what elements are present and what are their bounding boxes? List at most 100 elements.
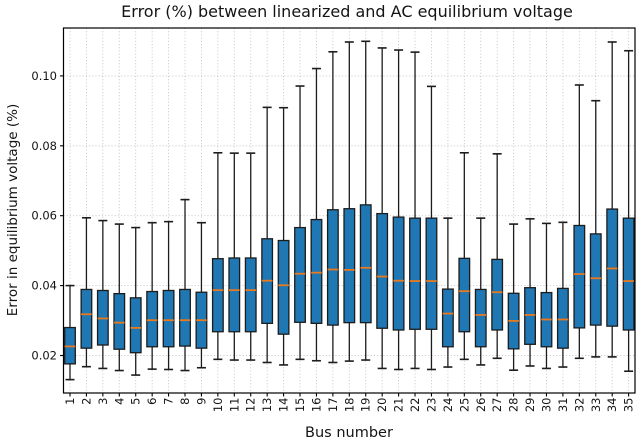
box-bus-26 [474, 217, 487, 366]
x-tick-label: 8 [178, 398, 192, 405]
x-tick-label: 35 [622, 398, 636, 413]
box-bus-30 [540, 222, 553, 370]
box-bus-14 [277, 106, 290, 366]
box-bus-9 [195, 221, 208, 369]
iqr-box [244, 257, 257, 333]
iqr-box [474, 288, 487, 348]
x-tick-label: 29 [523, 398, 537, 413]
axes [60, 27, 636, 397]
box-bus-7 [162, 220, 175, 371]
box-bus-3 [96, 219, 109, 370]
box-bus-1 [64, 284, 76, 381]
x-tick-label: 19 [359, 398, 373, 413]
x-tick-label: 30 [539, 398, 553, 413]
x-tick-label: 13 [260, 398, 274, 413]
box-bus-16 [310, 67, 323, 362]
box-bus-5 [129, 226, 142, 376]
box-bus-18 [343, 41, 356, 362]
x-tick-label: 5 [129, 398, 143, 405]
x-tick-label: 10 [211, 398, 225, 413]
x-tick-label: 6 [145, 398, 159, 405]
x-tick-label: 32 [572, 398, 586, 413]
x-tick-label: 31 [556, 398, 570, 413]
box-bus-11 [228, 152, 241, 361]
iqr-box [113, 292, 126, 350]
box-bus-15 [294, 85, 306, 361]
iqr-box [343, 208, 356, 324]
x-tick-label: 25 [457, 398, 471, 413]
iqr-box [392, 216, 405, 331]
x-tick-label: 26 [474, 398, 488, 413]
box-bus-17 [326, 50, 339, 364]
box-bus-25 [458, 151, 471, 361]
x-tick-label: 3 [96, 398, 110, 405]
box-bus-35 [622, 49, 635, 373]
iqr-box [277, 239, 290, 335]
iqr-box [425, 217, 438, 330]
box-bus-6 [146, 221, 159, 370]
x-tick-label: 18 [342, 398, 356, 413]
x-tick-label: 1 [63, 398, 77, 405]
iqr-box [162, 289, 175, 348]
x-tick-label: 4 [112, 398, 126, 405]
box-bus-13 [261, 106, 274, 364]
box-bus-4 [113, 223, 126, 372]
iqr-box [622, 217, 635, 331]
x-tick-label: 12 [244, 398, 258, 413]
iqr-box [294, 226, 306, 323]
x-tick-label: 33 [589, 398, 603, 413]
tick-labels: 0.020.040.060.080.101 2 3 4 5 6 7 8 9 10 11 12 13 14 1… [31, 69, 635, 412]
box-bus-33 [589, 99, 602, 358]
box-bus-10 [211, 151, 224, 361]
iqr-box [458, 257, 471, 333]
iqr-box [556, 287, 569, 349]
iqr-box [80, 288, 93, 349]
box-bus-34 [606, 41, 619, 358]
x-tick-label: 23 [424, 398, 438, 413]
box-bus-19 [359, 40, 372, 361]
x-tick-label: 15 [293, 398, 307, 413]
iqr-box [129, 297, 142, 354]
iqr-box [146, 290, 159, 348]
x-tick-label: 27 [490, 398, 504, 413]
iqr-box [524, 287, 536, 345]
iqr-box [409, 217, 421, 330]
box-bus-32 [573, 84, 586, 360]
iqr-box [441, 288, 454, 348]
box-bus-23 [425, 85, 438, 371]
boxplot-series [64, 40, 635, 381]
box-bus-21 [392, 49, 405, 371]
x-tick-label: 9 [194, 398, 208, 405]
iqr-box [179, 288, 191, 347]
iqr-box [326, 209, 339, 326]
iqr-box [573, 224, 586, 329]
box-bus-22 [409, 51, 421, 370]
iqr-box [228, 257, 241, 333]
x-tick-label: 11 [227, 398, 241, 413]
box-bus-2 [80, 216, 93, 368]
x-tick-label: 24 [441, 398, 455, 413]
x-tick-label: 16 [309, 398, 323, 413]
iqr-box [211, 258, 224, 333]
box-bus-12 [244, 152, 257, 361]
y-tick-label: 0.10 [31, 69, 57, 83]
iqr-box [310, 218, 323, 324]
box-bus-27 [491, 153, 504, 360]
y-tick-label: 0.04 [31, 279, 57, 293]
chart-title: Error (%) between linearized and AC equi… [121, 2, 573, 21]
y-tick-label: 0.06 [31, 209, 57, 223]
box-bus-20 [376, 47, 389, 370]
box-bus-28 [507, 223, 520, 371]
y-axis-label: Error in equilibrium voltage (%) [5, 104, 21, 316]
x-tick-label: 34 [605, 398, 619, 413]
box-bus-8 [179, 198, 191, 372]
x-tick-label: 14 [277, 398, 291, 413]
y-tick-label: 0.02 [31, 349, 57, 363]
iqr-box [491, 258, 504, 331]
iqr-box [376, 212, 389, 329]
x-tick-label: 17 [326, 398, 340, 413]
box-bus-31 [556, 221, 569, 368]
y-tick-label: 0.08 [31, 139, 57, 153]
